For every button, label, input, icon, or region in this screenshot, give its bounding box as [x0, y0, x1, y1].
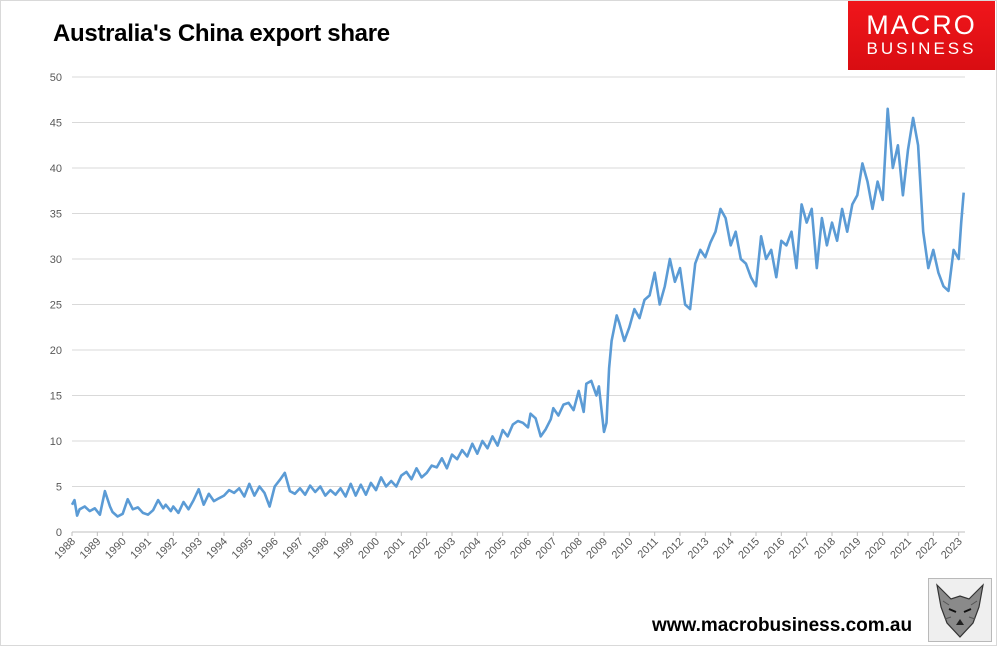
y-tick-label: 10	[50, 436, 62, 448]
x-tick-label: 2008	[559, 536, 585, 562]
x-tick-label: 2005	[483, 536, 509, 562]
y-tick-label: 5	[56, 482, 62, 494]
x-tick-label: 2007	[534, 536, 560, 562]
logo-line-1: MACRO	[866, 10, 977, 40]
x-tick-label: 2002	[407, 536, 433, 562]
x-tick-label: 2021	[888, 536, 914, 562]
x-tick-label: 2006	[508, 536, 534, 562]
y-tick-label: 40	[50, 163, 62, 175]
wolf-icon	[928, 578, 992, 642]
x-tick-label: 2018	[812, 536, 838, 562]
x-tick-label: 2017	[787, 536, 813, 562]
x-tick-label: 1997	[280, 536, 306, 562]
x-tick-label: 2016	[762, 536, 788, 562]
y-tick-label: 35	[50, 209, 62, 221]
y-tick-label: 15	[50, 391, 62, 403]
logo-line-2: BUSINESS	[866, 39, 977, 58]
x-tick-label: 2023	[939, 536, 965, 562]
y-tick-label: 20	[50, 345, 62, 357]
x-tick-label: 1994	[204, 536, 230, 562]
x-tick-label: 2010	[610, 536, 636, 562]
x-tick-label: 1988	[52, 536, 78, 562]
x-tick-label: 1993	[179, 536, 205, 562]
chart-title: Australia's China export share	[53, 20, 390, 47]
x-tick-label: 1992	[154, 536, 180, 562]
x-tick-label: 2004	[458, 536, 484, 562]
x-tick-label: 2014	[711, 536, 737, 562]
x-tick-label: 2015	[736, 536, 762, 562]
y-tick-label: 25	[50, 300, 62, 312]
x-tick-label: 2020	[863, 536, 889, 562]
x-tick-label: 2019	[838, 536, 864, 562]
x-tick-label: 1996	[255, 536, 281, 562]
x-tick-label: 2011	[636, 536, 661, 561]
y-tick-label: 0	[56, 527, 62, 539]
y-tick-label: 45	[50, 118, 62, 130]
x-tick-label: 2000	[356, 536, 382, 562]
x-tick-label: 1990	[103, 536, 129, 562]
x-tick-label: 2001	[382, 536, 408, 562]
x-tick-label: 1995	[230, 536, 256, 562]
x-tick-label: 1991	[128, 536, 154, 562]
x-tick-label: 1989	[78, 536, 104, 562]
y-tick-label: 30	[50, 254, 62, 266]
y-tick-label: 50	[50, 72, 62, 84]
website-url[interactable]: www.macrobusiness.com.au	[652, 615, 913, 636]
x-tick-label: 1999	[331, 536, 357, 562]
x-tick-label: 1998	[306, 536, 332, 562]
x-tick-label: 2012	[660, 536, 686, 562]
x-tick-label: 2003	[432, 536, 458, 562]
x-tick-label: 2022	[914, 536, 940, 562]
macrobusiness-logo: MACRO BUSINESS	[848, 1, 995, 70]
series-line-0	[70, 107, 965, 518]
x-tick-label: 2009	[584, 536, 610, 562]
x-tick-label: 2013	[686, 536, 712, 562]
